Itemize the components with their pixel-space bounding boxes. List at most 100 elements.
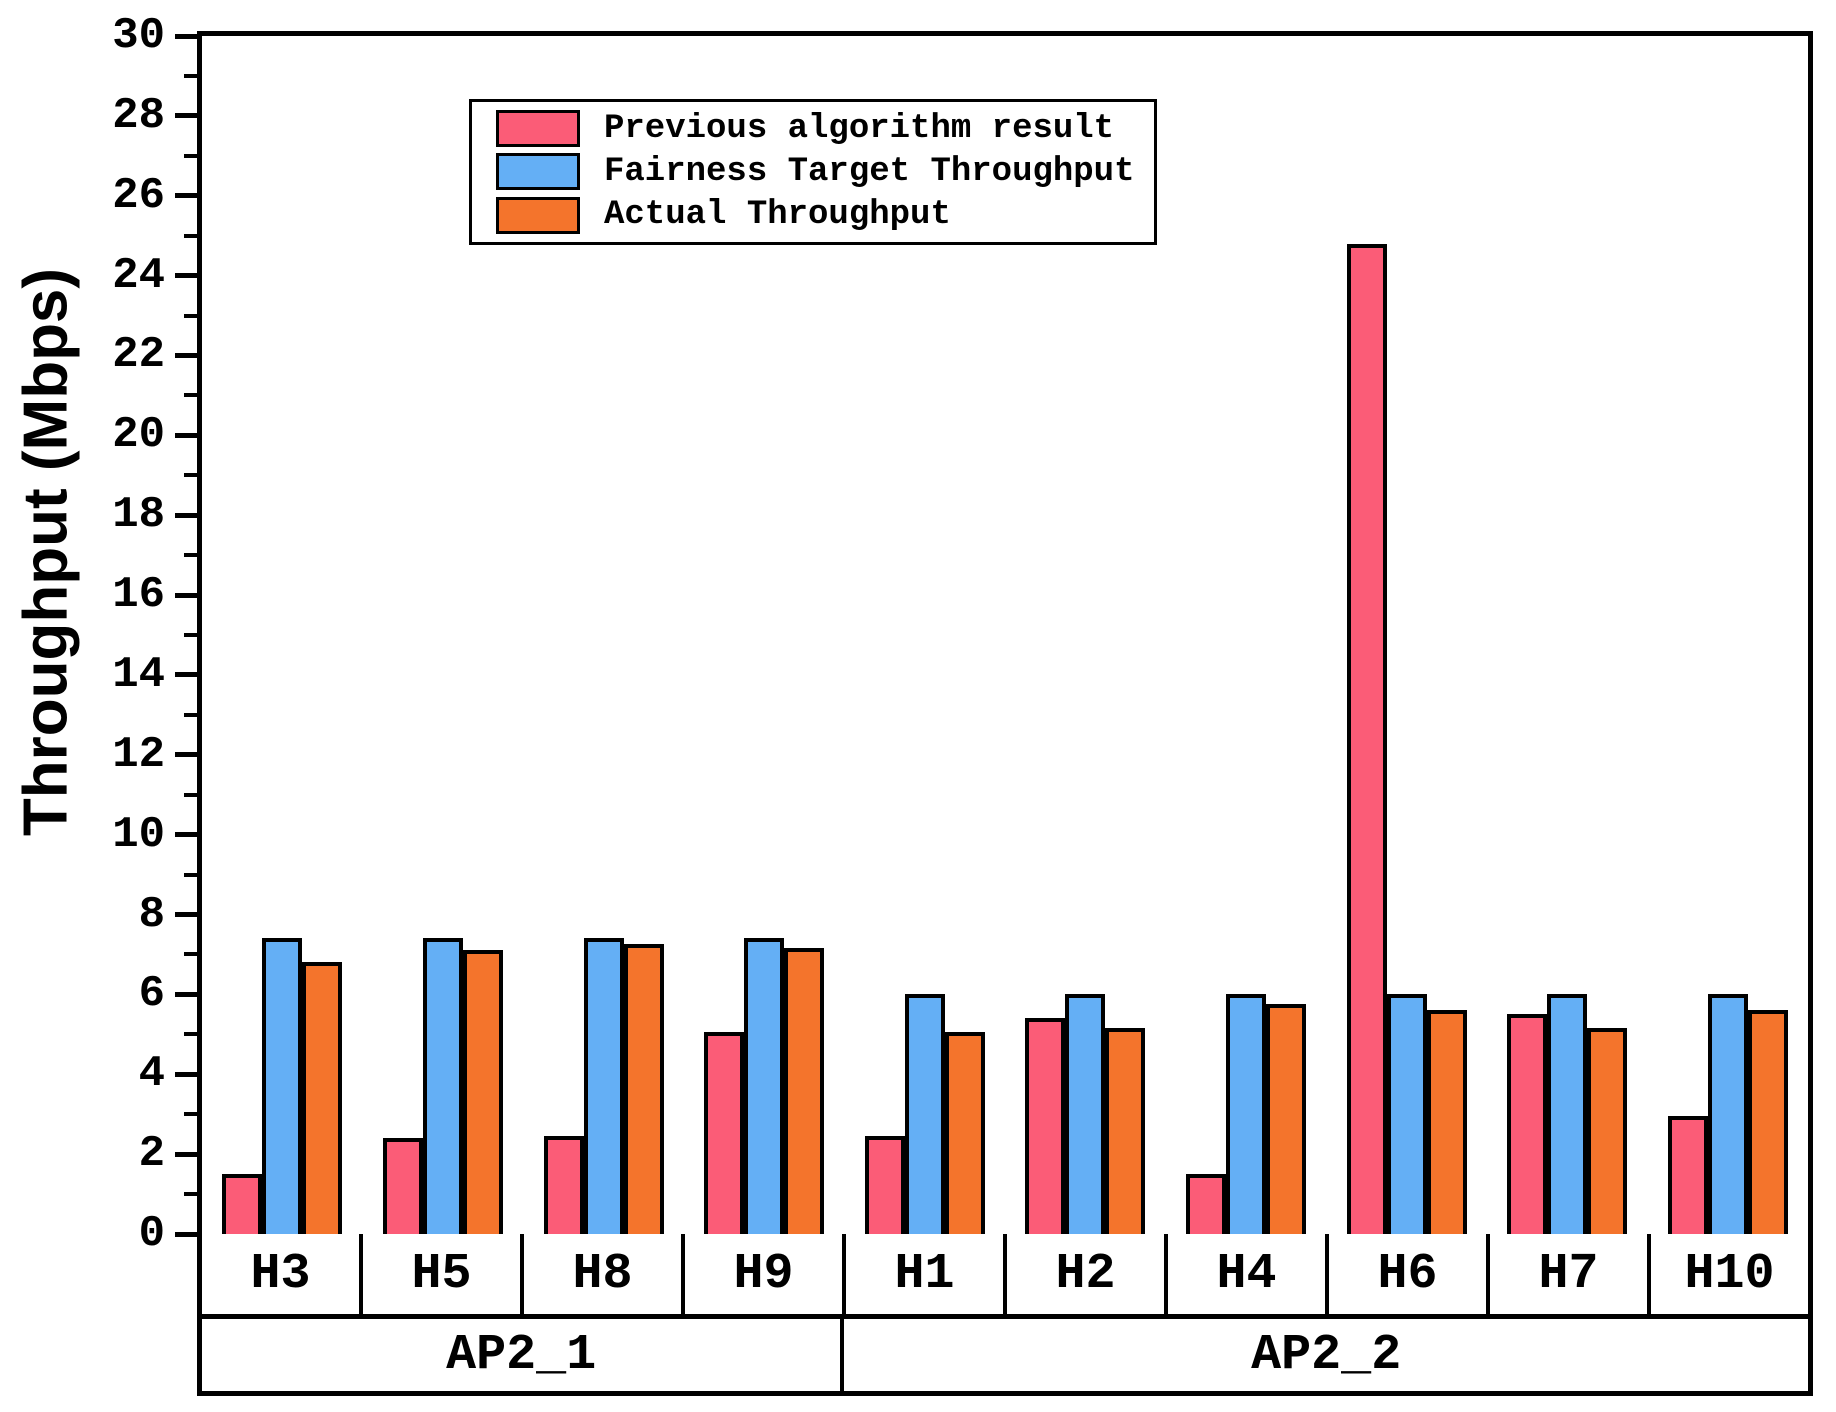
host-cell-H3: H3 <box>202 1234 363 1314</box>
y-major-tick-30 <box>175 34 197 39</box>
y-tick-label-4: 4 <box>138 1049 165 1099</box>
bar-H1-series-0 <box>864 1136 905 1234</box>
y-major-tick-26 <box>175 193 197 198</box>
legend-label-previous-algorithm: Previous algorithm result <box>604 109 1115 148</box>
y-major-tick-28 <box>175 113 197 118</box>
y-major-tick-6 <box>175 992 197 997</box>
y-major-tick-18 <box>175 513 197 518</box>
host-cell-H4: H4 <box>1168 1234 1329 1314</box>
bar-H2-series-0 <box>1025 1018 1066 1234</box>
y-tick-label-18: 18 <box>112 490 165 540</box>
bar-H3-series-2 <box>302 962 343 1234</box>
host-cell-H10: H10 <box>1684 1245 1775 1303</box>
y-minor-tick-23 <box>184 314 197 318</box>
host-label-row: H3 H5 H8 H9 H1 H2 H4 H6 H7 H10 <box>197 1234 1813 1319</box>
ap-group-row: AP2_1 AP2_2 <box>197 1319 1813 1396</box>
bar-H4-series-0 <box>1185 1174 1226 1234</box>
y-major-tick-24 <box>175 273 197 278</box>
legend-row: Fairness Target Throughput <box>496 153 1154 191</box>
bar-H9-series-1 <box>744 938 785 1234</box>
bar-H2-series-1 <box>1065 994 1106 1234</box>
y-minor-tick-21 <box>184 393 197 397</box>
legend-label-fairness-target: Fairness Target Throughput <box>604 152 1135 191</box>
y-major-tick-4 <box>175 1072 197 1077</box>
y-tick-label-30: 30 <box>112 11 165 61</box>
host-cell-H6: H6 <box>1329 1234 1490 1314</box>
bar-H3-series-0 <box>222 1174 263 1234</box>
y-minor-tick-19 <box>184 473 197 477</box>
bar-H10-series-1 <box>1707 994 1748 1234</box>
y-tick-label-20: 20 <box>112 410 165 460</box>
bar-H10-series-0 <box>1667 1116 1708 1234</box>
bar-H5-series-2 <box>462 950 503 1234</box>
bar-H10-series-2 <box>1747 1010 1788 1234</box>
legend-label-actual-throughput: Actual Throughput <box>604 196 951 235</box>
ap-group-cell-AP2_2: AP2_2 <box>1251 1326 1402 1384</box>
bar-H7-series-2 <box>1587 1028 1628 1234</box>
y-major-tick-22 <box>175 353 197 358</box>
y-minor-tick-1 <box>184 1192 197 1196</box>
y-minor-tick-27 <box>184 154 197 158</box>
plot-bars-container <box>202 36 1808 1234</box>
bar-H8-series-0 <box>543 1136 584 1234</box>
y-major-tick-10 <box>175 832 197 837</box>
bar-H4-series-2 <box>1265 1004 1306 1234</box>
host-cell-H2: H2 <box>1007 1234 1168 1314</box>
bar-H1-series-1 <box>904 994 945 1234</box>
bar-H1-series-2 <box>944 1032 985 1234</box>
ap-group-cell-AP2_1: AP2_1 <box>202 1319 845 1391</box>
bar-H6-series-0 <box>1346 244 1387 1234</box>
y-tick-label-10: 10 <box>112 810 165 860</box>
bar-H8-series-2 <box>623 944 664 1234</box>
y-minor-tick-17 <box>184 553 197 557</box>
y-major-tick-12 <box>175 752 197 757</box>
y-tick-label-28: 28 <box>112 91 165 141</box>
y-minor-tick-11 <box>184 793 197 797</box>
y-major-tick-8 <box>175 912 197 917</box>
host-cell-H7: H7 <box>1490 1234 1651 1314</box>
plot-area: Previous algorithm result Fairness Targe… <box>197 31 1813 1239</box>
legend-swatch-fairness-target <box>496 153 580 191</box>
y-major-tick-2 <box>175 1152 197 1157</box>
y-tick-label-0: 0 <box>138 1209 165 1259</box>
y-major-tick-14 <box>175 672 197 677</box>
y-tick-label-22: 22 <box>112 330 165 380</box>
legend-swatch-actual-throughput <box>496 196 580 234</box>
y-major-tick-20 <box>175 433 197 438</box>
y-major-tick-0 <box>175 1232 197 1237</box>
y-minor-tick-3 <box>184 1112 197 1116</box>
host-cell-H1: H1 <box>846 1234 1007 1314</box>
bar-H4-series-1 <box>1225 994 1266 1234</box>
y-minor-tick-5 <box>184 1032 197 1036</box>
host-cell-H9: H9 <box>685 1234 846 1314</box>
y-tick-label-12: 12 <box>112 730 165 780</box>
bar-H5-series-0 <box>382 1138 423 1234</box>
legend-row: Actual Throughput <box>496 196 1154 234</box>
legend-row: Previous algorithm result <box>496 110 1154 148</box>
y-minor-tick-9 <box>184 873 197 877</box>
y-minor-tick-7 <box>184 952 197 956</box>
legend-box: Previous algorithm result Fairness Targe… <box>469 99 1157 245</box>
bar-H9-series-0 <box>704 1032 745 1234</box>
y-tick-label-24: 24 <box>112 251 165 301</box>
bar-H6-series-1 <box>1386 994 1427 1234</box>
bar-H2-series-2 <box>1105 1028 1146 1234</box>
y-minor-tick-15 <box>184 633 197 637</box>
bar-H5-series-1 <box>422 938 463 1234</box>
bar-H9-series-2 <box>784 948 825 1234</box>
bar-H8-series-1 <box>583 938 624 1234</box>
bar-H7-series-1 <box>1547 994 1588 1234</box>
y-major-tick-16 <box>175 593 197 598</box>
y-minor-tick-13 <box>184 713 197 717</box>
y-minor-tick-25 <box>184 234 197 238</box>
bar-H3-series-1 <box>262 938 303 1234</box>
host-cell-H8: H8 <box>524 1234 685 1314</box>
y-tick-label-2: 2 <box>138 1129 165 1179</box>
host-cell-H5: H5 <box>363 1234 524 1314</box>
bar-H7-series-0 <box>1507 1014 1548 1234</box>
y-tick-label-26: 26 <box>112 171 165 221</box>
y-tick-label-14: 14 <box>112 650 165 700</box>
y-tick-label-8: 8 <box>138 890 165 940</box>
y-tick-label-6: 6 <box>138 969 165 1019</box>
